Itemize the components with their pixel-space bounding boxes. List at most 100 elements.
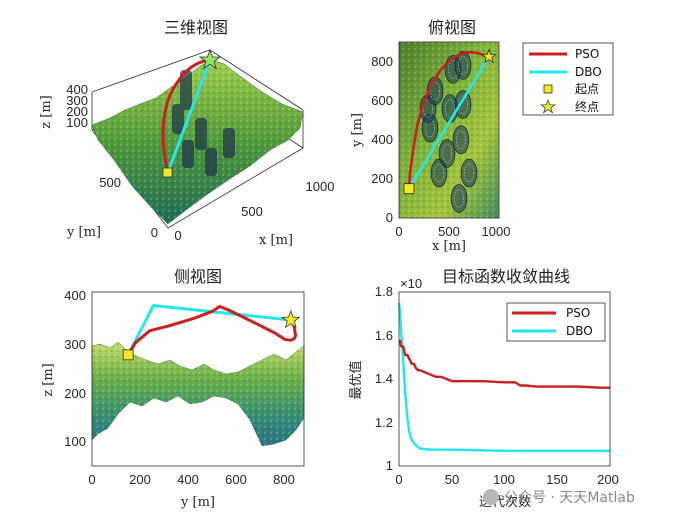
title-3d: 三维视图 [164, 18, 228, 37]
watermark: 公众号 · 天天Matlab [483, 489, 635, 506]
obstacle [460, 158, 478, 188]
obstacle [450, 184, 468, 213]
start-marker [122, 349, 134, 361]
y-ticks-top: 0 200 400 600 800 [371, 54, 393, 225]
y-tick-label: 200 [64, 386, 86, 401]
x-tick-label: 500 [438, 224, 460, 239]
title-convergence: 目标函数收敛曲线 [442, 267, 570, 286]
obstacle [438, 139, 456, 168]
x-label-3d: x [m] [259, 233, 293, 248]
obstacle-ring [445, 99, 455, 118]
legend-pso-label: PSO [566, 306, 590, 320]
plot-area-top [403, 48, 497, 195]
x-tick-label: 0 [395, 224, 402, 239]
obstacle-ring [430, 81, 440, 101]
series-dbo [407, 56, 491, 190]
y-tick-label: 600 [371, 93, 393, 108]
y-tick-label: 300 [64, 337, 86, 352]
x-label-side: y [m] [180, 495, 215, 510]
series-pso [126, 305, 298, 356]
legend-pso-label: PSO [575, 47, 599, 61]
y-tick-label: 100 [64, 434, 86, 449]
legend-dbo-label: DBO [575, 65, 602, 79]
start-marker-3d [162, 167, 173, 178]
obstacle-ring [425, 118, 435, 138]
obstacles-3d [172, 70, 235, 176]
x-tick-label: 400 [177, 472, 199, 487]
y-tick-label: 400 [64, 288, 86, 303]
y-ticks-convergence: 1 1.2 1.4 1.6 1.8 [375, 284, 393, 473]
obstacle-ring [423, 99, 433, 118]
obstacle [452, 125, 470, 155]
x-tick-label: 100 [493, 472, 515, 487]
x-tick-label: 200 [129, 472, 151, 487]
y-tick-label: 1.2 [375, 415, 393, 430]
x-ticks-top: 0 500 1000 [395, 224, 510, 239]
series-dbo [397, 302, 610, 452]
y-label-convergence: 最优值 [348, 360, 364, 399]
z-tick-label: 400 [66, 82, 88, 97]
axes-frame-top [398, 41, 500, 219]
z-tick-label: 200 [66, 104, 88, 119]
y-tick-label: 1 [386, 458, 393, 473]
axes-frame-convergence [398, 291, 611, 467]
x-label-top: x [m] [432, 239, 466, 254]
path-pso-3d [161, 58, 211, 173]
y-tick-label: 1.6 [375, 328, 393, 343]
x-tick-label: 800 [273, 472, 295, 487]
terrain-side-texture [92, 342, 304, 446]
legend-convergence [506, 302, 606, 342]
y-tick-label: 0 [386, 210, 393, 225]
legend-start-label: 起点 [575, 82, 599, 96]
end-marker [281, 309, 301, 329]
x-tick-label: 1000 [306, 179, 335, 194]
obstacle-ring [434, 163, 444, 183]
panel-3d-view: 三维视图 100 200 300 [39, 18, 334, 248]
legend-end-marker [539, 99, 557, 114]
title-side: 侧视图 [174, 267, 222, 286]
series-pso [398, 339, 610, 389]
x-ticks-convergence: 0 50 100 150 200 [395, 472, 618, 487]
x-tick-label: 0 [88, 472, 95, 487]
series-dbo [126, 304, 291, 356]
y-tick-label: 1.4 [375, 371, 393, 386]
obstacle-ring [464, 163, 474, 183]
y-tick-label: 0 [151, 225, 158, 240]
obstacle-ring [456, 130, 466, 150]
legend-end-label: 终点 [575, 99, 599, 114]
x-tick-label: 1000 [482, 224, 511, 239]
x-tick-label: 500 [241, 204, 263, 219]
panel-top-view: 俯视图 0 200 400 600 800 0 500 1000 y [m] x… [350, 18, 510, 254]
legend-top-row: PSO DBO 起点 终点 [522, 42, 614, 116]
obstacle-ring [458, 56, 468, 75]
y-ticks-side: 100 200 300 400 [64, 288, 86, 449]
y-tick-label: 500 [99, 175, 121, 190]
z-tick-label: 100 [66, 115, 88, 130]
x-tick-label: 0 [174, 228, 181, 243]
x-tick-label: 600 [225, 472, 247, 487]
start-marker [403, 183, 415, 195]
obstacles-top [419, 51, 478, 213]
y-tick-label: 1.8 [375, 284, 393, 299]
y-tick-label: 200 [371, 171, 393, 186]
x-tick-label: 200 [597, 472, 619, 487]
wechat-icon [483, 489, 499, 505]
y-label-3d: y [m] [66, 225, 101, 240]
legend-dbo-label: DBO [566, 324, 593, 338]
path-dbo-3d [166, 59, 212, 173]
z-label-3d: z [m] [39, 95, 54, 128]
x-tick-label: 150 [546, 472, 568, 487]
y-label-side: z [m] [41, 363, 56, 396]
axes-frame-side [91, 291, 305, 467]
x-tick-label: 50 [445, 472, 459, 487]
y-label-top: y [m] [350, 113, 365, 148]
watermark-text: 公众号 · 天天Matlab [504, 490, 635, 506]
legend-start-marker [543, 84, 553, 94]
x-tick-label: 0 [395, 472, 402, 487]
obstacle-ring [454, 189, 464, 208]
panel-side-view: 侧视图 100 200 300 400 0 200 400 600 800 z … [41, 267, 305, 510]
plot-area-side [122, 304, 301, 361]
y-tick-label: 800 [371, 54, 393, 69]
plot-area-convergence [397, 302, 610, 452]
